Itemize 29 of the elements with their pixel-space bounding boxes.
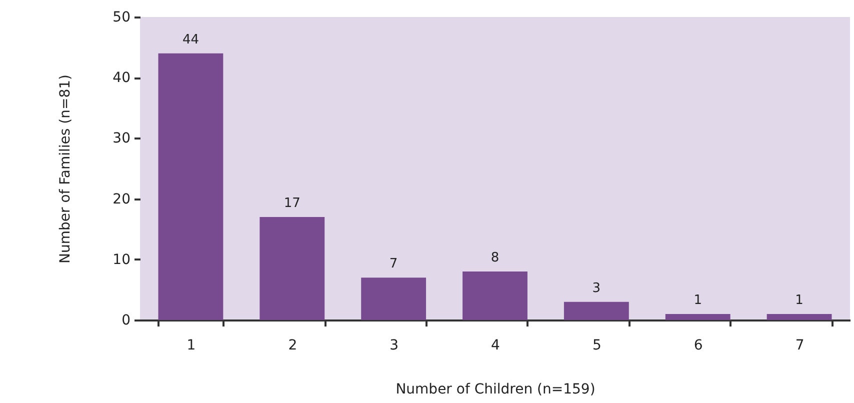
data-label: 44 xyxy=(182,32,199,48)
bar xyxy=(260,216,325,320)
x-tick-label: 1 xyxy=(186,338,196,354)
bar xyxy=(766,314,832,320)
y-tick-label: 20 xyxy=(112,191,130,208)
y-tick-label: 0 xyxy=(122,312,130,328)
y-tick-label: 30 xyxy=(112,130,130,147)
x-tick-label: 4 xyxy=(491,338,500,354)
data-label: 3 xyxy=(592,280,601,296)
y-tick-label: 50 xyxy=(112,10,130,26)
data-label: 8 xyxy=(490,250,500,266)
y-axis-title: Number of Families (n=81) xyxy=(58,74,74,264)
data-label: 17 xyxy=(284,196,300,211)
x-tick-label: 6 xyxy=(694,338,703,354)
bar xyxy=(158,53,224,320)
data-label: 1 xyxy=(795,292,804,308)
y-tick-label: 10 xyxy=(112,252,130,268)
bar xyxy=(361,278,426,320)
x-tick-label: 3 xyxy=(390,338,399,354)
x-tick-label: 2 xyxy=(288,338,298,354)
bar xyxy=(462,272,528,320)
y-tick-label: 40 xyxy=(112,70,130,86)
x-tick-label: 5 xyxy=(592,338,602,354)
data-label: 1 xyxy=(694,292,702,308)
x-axis-title: Number of Children (n=159) xyxy=(396,382,596,398)
x-tick-label: 7 xyxy=(795,338,804,354)
bar xyxy=(564,302,629,320)
data-label: 7 xyxy=(389,256,398,272)
bar xyxy=(665,314,730,320)
